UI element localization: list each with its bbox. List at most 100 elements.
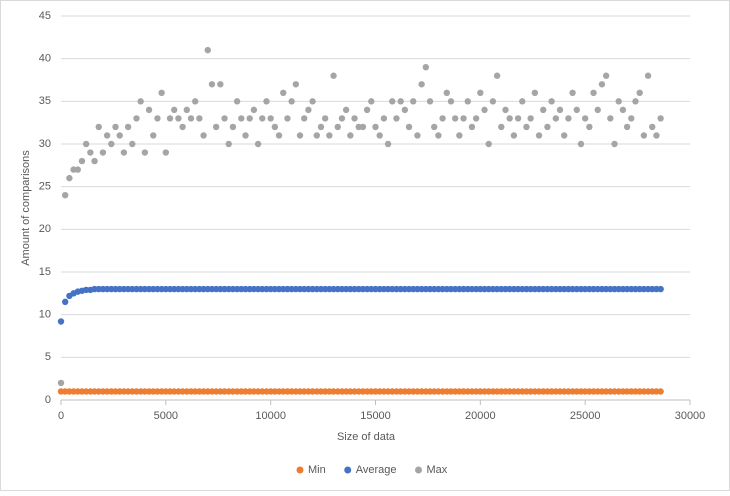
point <box>267 115 274 122</box>
y-tick-label: 0 <box>45 394 51 406</box>
point <box>456 132 463 139</box>
point <box>271 123 279 131</box>
point <box>254 140 262 148</box>
point <box>481 106 488 114</box>
point <box>586 123 593 131</box>
legend-marker <box>415 466 423 474</box>
point <box>87 149 94 156</box>
point <box>431 123 438 131</box>
point <box>644 72 652 79</box>
point <box>632 98 639 105</box>
x-tick-label: 20000 <box>465 410 496 422</box>
point <box>309 98 316 105</box>
point <box>535 132 543 139</box>
point <box>619 106 627 114</box>
point <box>657 388 664 395</box>
point <box>653 132 660 139</box>
point <box>233 98 241 105</box>
point <box>124 123 132 131</box>
point <box>451 115 459 122</box>
point <box>61 192 69 199</box>
point <box>171 106 178 114</box>
point <box>263 98 270 105</box>
point <box>506 115 513 122</box>
point <box>74 166 81 173</box>
point <box>510 132 518 139</box>
legend-label: Max <box>427 464 448 476</box>
y-axis-label: Amount of comparisons <box>20 150 32 266</box>
point <box>514 115 522 122</box>
point <box>464 98 471 105</box>
legend-label: Min <box>308 464 326 476</box>
y-tick-label: 20 <box>39 223 51 235</box>
point <box>573 106 580 114</box>
point <box>108 140 115 148</box>
point <box>259 115 266 122</box>
point <box>99 149 107 156</box>
point <box>61 298 69 306</box>
point <box>200 132 207 139</box>
y-tick-label: 40 <box>39 53 51 65</box>
point <box>477 89 484 97</box>
point <box>405 123 413 131</box>
point <box>460 115 467 122</box>
point <box>334 123 341 131</box>
point <box>443 89 450 97</box>
point <box>422 63 430 71</box>
point <box>175 115 182 122</box>
point <box>212 123 220 131</box>
point <box>162 149 170 156</box>
point <box>489 98 497 105</box>
point <box>502 106 509 114</box>
point <box>288 98 295 105</box>
point <box>280 89 287 97</box>
point <box>284 115 291 122</box>
point <box>447 98 455 105</box>
point <box>552 115 560 122</box>
point <box>347 132 354 139</box>
point <box>225 140 232 148</box>
y-tick-label: 10 <box>39 309 51 321</box>
point <box>389 98 396 105</box>
point <box>569 89 576 97</box>
y-tick-label: 30 <box>39 138 51 150</box>
point <box>556 106 564 114</box>
point <box>145 106 153 114</box>
point <box>435 132 442 139</box>
point <box>338 115 346 122</box>
point <box>359 123 367 131</box>
point <box>581 115 589 122</box>
point <box>657 285 664 293</box>
point <box>426 98 434 105</box>
point <box>204 46 211 54</box>
point <box>66 174 73 182</box>
point <box>657 115 664 122</box>
point <box>301 115 308 122</box>
point <box>372 123 379 131</box>
point <box>82 140 90 148</box>
point <box>615 98 622 105</box>
point <box>498 123 505 131</box>
y-tick-label: 45 <box>39 10 51 22</box>
point <box>342 106 350 114</box>
point <box>129 140 136 148</box>
point <box>623 123 631 131</box>
point <box>439 115 446 122</box>
point <box>577 140 585 148</box>
x-axis-label: Size of data <box>337 431 396 443</box>
point <box>150 132 157 139</box>
point <box>519 98 526 105</box>
point <box>401 106 409 114</box>
point <box>493 72 501 79</box>
point <box>649 123 656 131</box>
point <box>120 149 128 156</box>
point <box>317 123 325 131</box>
point <box>485 140 492 148</box>
point <box>242 132 249 139</box>
point <box>166 115 174 122</box>
point <box>238 115 245 122</box>
point <box>57 379 65 387</box>
point <box>313 132 320 139</box>
point <box>57 318 65 325</box>
